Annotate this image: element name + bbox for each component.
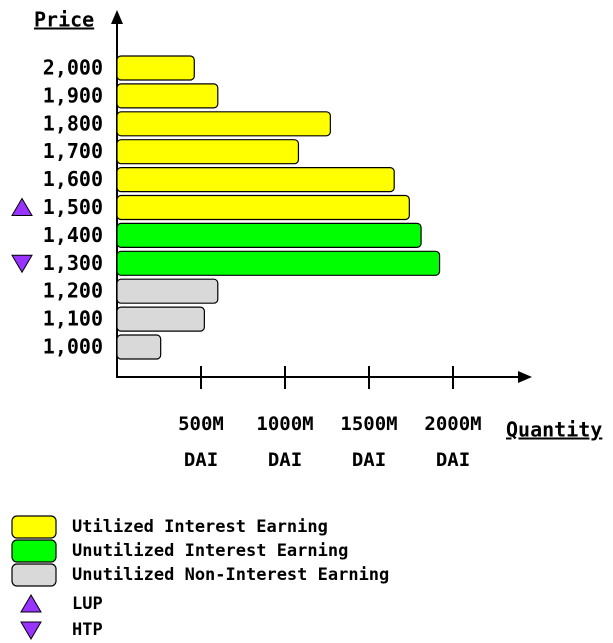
price-marker	[11, 254, 33, 274]
bar	[116, 306, 205, 332]
bar	[116, 167, 395, 193]
bar	[116, 334, 162, 360]
y-tick-label: 2,000	[43, 56, 103, 80]
bar	[116, 139, 300, 165]
y-tick-label: 1,400	[43, 223, 103, 247]
y-axis-label: Price	[34, 8, 94, 32]
y-tick-label: 1,900	[43, 83, 103, 107]
y-tick-label: 1,300	[43, 251, 103, 275]
legend-marker	[20, 594, 42, 613]
y-tick-label: 1,800	[43, 111, 103, 135]
legend-label: LUP	[72, 594, 103, 614]
legend-swatch	[11, 539, 57, 563]
y-tick-label: 1,500	[43, 195, 103, 219]
legend-swatch	[11, 563, 57, 587]
y-tick-label: 1,000	[43, 335, 103, 359]
x-axis-arrow	[518, 371, 532, 383]
y-tick-label: 1,200	[43, 279, 103, 303]
bar	[116, 250, 441, 276]
legend-label: Unutilized Interest Earning	[72, 541, 348, 561]
y-axis-arrow	[111, 10, 123, 24]
x-tick-label: 2000M DAI	[424, 413, 482, 471]
bar	[116, 83, 219, 109]
y-tick-label: 1,600	[43, 167, 103, 191]
legend-marker	[20, 621, 42, 640]
bar	[116, 111, 331, 137]
x-tick-label: 500M DAI	[178, 413, 224, 471]
legend-label: HTP	[72, 620, 103, 640]
legend-swatch	[11, 515, 57, 539]
y-tick-label: 1,700	[43, 139, 103, 163]
x-axis-label: Quantity	[506, 418, 602, 442]
y-tick-label: 1,100	[43, 307, 103, 331]
legend-label: Unutilized Non-Interest Earning	[72, 565, 389, 585]
legend-label: Utilized Interest Earning	[72, 517, 328, 537]
price-marker	[11, 197, 33, 216]
x-tick-label: 1000M DAI	[256, 413, 314, 471]
bar	[116, 55, 195, 81]
bar	[116, 194, 410, 221]
bar	[116, 278, 219, 304]
x-tick-label: 1500M DAI	[340, 413, 398, 471]
bar	[116, 222, 422, 248]
